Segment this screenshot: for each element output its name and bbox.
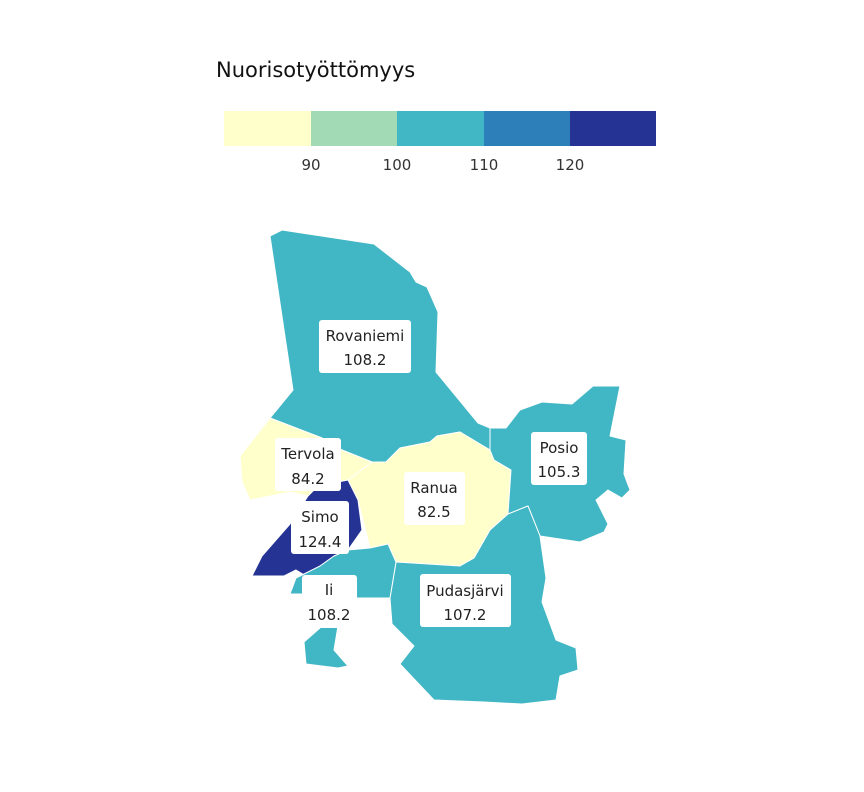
label-simo-name: Simo (301, 508, 338, 526)
label-rovaniemi: Rovaniemi 108.2 (319, 320, 411, 373)
legend-bin-1 (224, 111, 311, 146)
legend-tick-120: 120 (556, 156, 585, 174)
label-ranua-value: 82.5 (417, 503, 450, 521)
region-labels: Rovaniemi 108.2 Tervola 84.2 Simo 124.4 … (275, 320, 587, 628)
label-rovaniemi-name: Rovaniemi (326, 327, 405, 345)
label-posio-name: Posio (540, 439, 579, 457)
label-tervola-name: Tervola (280, 445, 334, 463)
label-posio-value: 105.3 (538, 463, 581, 481)
label-pudasjarvi-name: Pudasjärvi (426, 582, 503, 600)
label-pudasjarvi: Pudasjärvi 107.2 (420, 574, 511, 627)
label-ii-name: Ii (325, 581, 334, 599)
label-simo-value: 124.4 (299, 533, 342, 551)
legend-bin-4 (484, 111, 570, 146)
label-ranua-name: Ranua (410, 479, 458, 497)
label-ii: Ii 108.2 (302, 575, 357, 628)
legend-title: Nuorisotyöttömyys (216, 58, 415, 82)
legend-tick-100: 100 (383, 156, 412, 174)
legend-bin-3 (397, 111, 484, 146)
label-ranua: Ranua 82.5 (404, 472, 465, 525)
legend-colorbar (224, 111, 656, 146)
legend-tick-110: 110 (470, 156, 499, 174)
label-pudasjarvi-value: 107.2 (444, 606, 487, 624)
label-rovaniemi-value: 108.2 (344, 351, 387, 369)
label-tervola-value: 84.2 (291, 470, 324, 488)
legend-bin-5 (570, 111, 656, 146)
label-ii-value: 108.2 (308, 606, 351, 624)
label-posio: Posio 105.3 (531, 432, 587, 485)
legend: Nuorisotyöttömyys 90 100 110 120 (216, 58, 656, 174)
legend-tick-90: 90 (301, 156, 320, 174)
label-simo: Simo 124.4 (291, 501, 349, 554)
label-tervola: Tervola 84.2 (275, 438, 341, 491)
legend-bin-2 (311, 111, 397, 146)
